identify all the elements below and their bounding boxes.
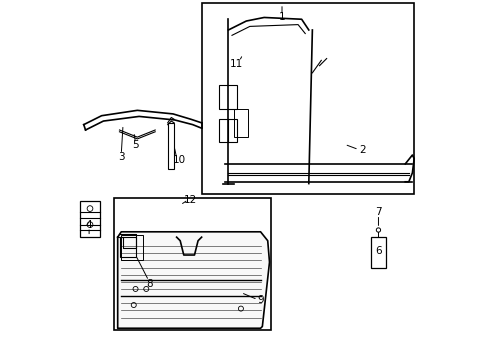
Bar	[121, 235, 142, 260]
Text: 3: 3	[118, 152, 124, 162]
Bar	[114, 198, 271, 330]
Text: 8: 8	[146, 279, 153, 289]
Bar	[370, 237, 385, 267]
Text: 1: 1	[278, 13, 285, 22]
Bar	[120, 237, 136, 257]
Text: 7: 7	[374, 207, 381, 217]
Text: 6: 6	[374, 247, 381, 256]
Polygon shape	[118, 232, 269, 328]
Text: 11: 11	[229, 59, 243, 69]
Text: 10: 10	[173, 156, 185, 165]
Bar	[80, 202, 100, 237]
Text: 12: 12	[184, 195, 197, 204]
Bar	[219, 119, 237, 143]
Bar	[201, 3, 413, 194]
Text: 2: 2	[358, 145, 365, 155]
Text: 5: 5	[132, 140, 139, 150]
Text: 9: 9	[257, 295, 264, 305]
Bar	[167, 123, 174, 169]
Bar	[219, 85, 237, 109]
Text: 4: 4	[85, 220, 92, 230]
Bar	[233, 109, 247, 137]
